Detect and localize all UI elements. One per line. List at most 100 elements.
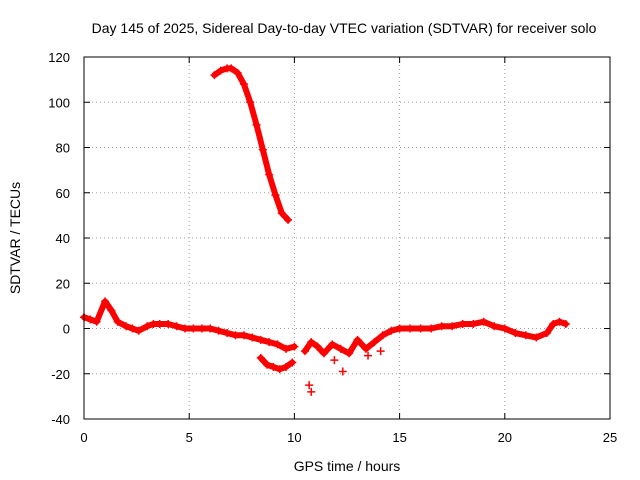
- y-tick-label: 0: [63, 322, 70, 337]
- series-line-dip-around-9h: [257, 354, 296, 373]
- y-tick-label: 60: [56, 186, 70, 201]
- y-tick-label: 20: [56, 276, 70, 291]
- series-layer: [80, 64, 570, 396]
- y-tick-label: 80: [56, 141, 70, 156]
- data-point: [214, 326, 223, 335]
- data-point: [231, 331, 240, 340]
- y-tick-label: 120: [48, 50, 70, 65]
- data-point: [338, 367, 347, 376]
- data-point: [197, 324, 206, 333]
- data-point: [273, 340, 282, 349]
- data-point: [210, 71, 219, 80]
- data-point: [263, 360, 272, 369]
- y-tick-label: 40: [56, 231, 70, 246]
- x-tick-label: 15: [392, 430, 406, 445]
- x-ticks: 0 5 10 15 20 25: [80, 57, 617, 445]
- data-point: [307, 338, 316, 347]
- data-point: [246, 98, 255, 107]
- data-point: [511, 329, 520, 338]
- chart-title: Day 145 of 2025, Sidereal Day-to-day VTE…: [92, 20, 597, 36]
- data-point: [353, 335, 362, 344]
- data-point: [437, 322, 446, 331]
- series-late-trace: [395, 317, 570, 342]
- data-point: [500, 324, 509, 333]
- data-point: [101, 297, 110, 306]
- data-point: [155, 319, 164, 328]
- data-point: [277, 209, 286, 218]
- data-point: [427, 324, 436, 333]
- data-point: [233, 68, 242, 77]
- series-dip-around-9h: [256, 353, 297, 374]
- data-point: [406, 324, 415, 333]
- data-point: [248, 333, 257, 342]
- data-point: [223, 329, 232, 338]
- data-point: [542, 329, 551, 338]
- data-point: [376, 347, 385, 356]
- data-point: [395, 324, 404, 333]
- data-point: [128, 324, 137, 333]
- data-point: [479, 317, 488, 326]
- data-point: [305, 381, 314, 390]
- data-point: [122, 322, 131, 331]
- data-point: [113, 317, 122, 326]
- data-point: [448, 322, 457, 331]
- plot-frame: [83, 56, 611, 420]
- data-point: [549, 319, 558, 328]
- data-point: [206, 324, 215, 333]
- data-point: [370, 338, 379, 347]
- x-tick-label: 20: [498, 430, 512, 445]
- x-tick-label: 10: [287, 430, 301, 445]
- y-tick-label: -20: [51, 367, 70, 382]
- data-point: [490, 322, 499, 331]
- data-point: [281, 344, 290, 353]
- data-point: [307, 387, 316, 396]
- data-point: [521, 331, 530, 340]
- data-point: [107, 306, 116, 315]
- data-point: [134, 326, 143, 335]
- data-point: [189, 324, 198, 333]
- data-point: [275, 365, 284, 374]
- y-tick-label: 100: [48, 95, 70, 110]
- data-point: [258, 145, 267, 154]
- series-line-mid-trace: [301, 325, 403, 357]
- data-point: [172, 322, 181, 331]
- data-point: [328, 340, 337, 349]
- data-point: [361, 344, 370, 353]
- data-point: [86, 315, 95, 324]
- data-point: [555, 317, 564, 326]
- data-point: [92, 317, 101, 326]
- series-high-arc: [210, 64, 293, 224]
- data-point: [330, 356, 339, 365]
- y-tick-label: -40: [51, 412, 70, 427]
- series-line-late-trace: [396, 318, 569, 341]
- data-point: [281, 362, 290, 371]
- y-axis-label: SDTVAR / TECUs: [7, 182, 23, 294]
- x-tick-label: 0: [80, 430, 87, 445]
- data-point: [387, 326, 396, 335]
- data-point: [265, 338, 274, 347]
- y-ticks: -40 -20 0 20 40 60 80 100 120: [48, 50, 610, 427]
- data-point: [378, 331, 387, 340]
- data-point: [290, 342, 299, 351]
- data-point: [239, 331, 248, 340]
- data-point: [164, 319, 173, 328]
- data-point: [532, 333, 541, 342]
- x-axis-label: GPS time / hours: [294, 458, 401, 474]
- grid-lines: [84, 57, 610, 419]
- data-point: [252, 120, 261, 129]
- data-point: [271, 191, 280, 200]
- data-point: [345, 349, 354, 358]
- series-outliers: [305, 347, 385, 396]
- data-point: [265, 170, 274, 179]
- data-point: [269, 362, 278, 371]
- data-point: [216, 66, 225, 75]
- data-point: [239, 80, 248, 89]
- data-point: [256, 353, 265, 362]
- data-point: [458, 319, 467, 328]
- series-line-main-trace: [81, 298, 298, 352]
- series-mid-trace: [300, 324, 404, 358]
- data-point: [180, 324, 189, 333]
- data-point: [284, 215, 293, 224]
- data-point: [336, 344, 345, 353]
